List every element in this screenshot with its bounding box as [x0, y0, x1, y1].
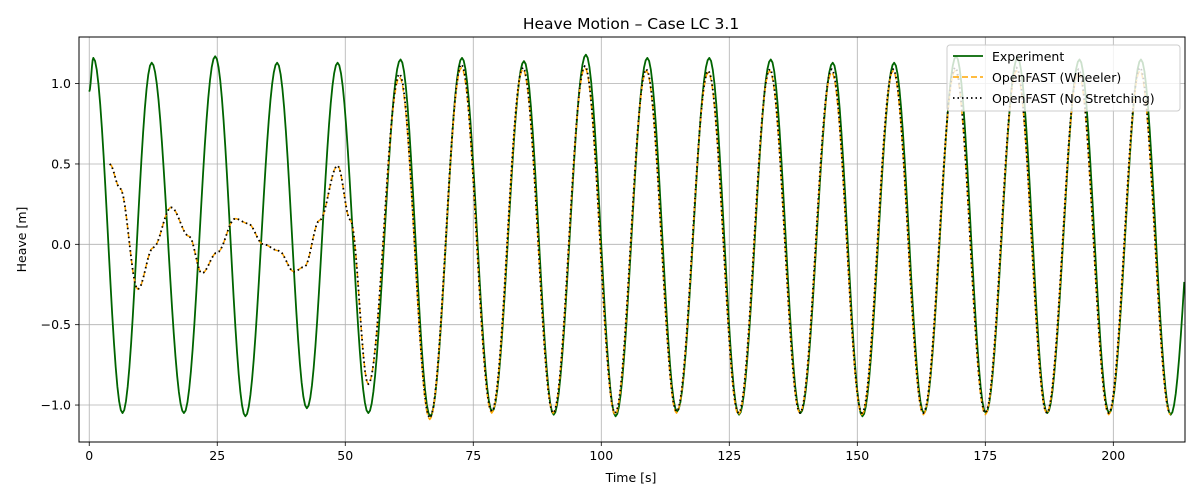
- y-tick-label: 0.0: [51, 237, 71, 252]
- legend-label-openfast-no-stretching: OpenFAST (No Stretching): [992, 91, 1155, 106]
- x-tick-label: 0: [85, 448, 93, 463]
- y-axis-label: Heave [m]: [14, 207, 29, 273]
- y-axis-ticks: −1.0 −0.5 0.0 0.5 1.0: [41, 76, 79, 413]
- openfast-wheeler-line: [109, 66, 1171, 421]
- x-axis-ticks: 0 25 50 75 100 125 150 175 200: [85, 442, 1125, 463]
- y-tick-label: 0.5: [51, 156, 71, 171]
- legend: Experiment OpenFAST (Wheeler) OpenFAST (…: [946, 44, 1181, 112]
- x-tick-label: 150: [845, 448, 869, 463]
- legend-label-experiment: Experiment: [992, 49, 1064, 64]
- x-tick-label: 125: [717, 448, 741, 463]
- y-tick-label: −1.0: [41, 398, 71, 413]
- legend-label-openfast-wheeler: OpenFAST (Wheeler): [992, 70, 1121, 85]
- x-axis-label: Time [s]: [605, 470, 657, 485]
- y-tick-label: 1.0: [51, 76, 71, 91]
- x-tick-label: 50: [337, 448, 353, 463]
- legend-box: [946, 44, 1181, 112]
- chart-title: Heave Motion – Case LC 3.1: [523, 15, 739, 33]
- x-tick-label: 175: [973, 448, 997, 463]
- openfast-no-stretching-line: [109, 63, 1171, 419]
- x-tick-label: 25: [209, 448, 225, 463]
- series-layer: [88, 53, 1185, 421]
- y-tick-label: −0.5: [41, 317, 71, 332]
- plot-frame: [78, 36, 1186, 443]
- x-tick-label: 100: [589, 448, 613, 463]
- x-tick-label: 200: [1101, 448, 1125, 463]
- x-tick-label: 75: [465, 448, 481, 463]
